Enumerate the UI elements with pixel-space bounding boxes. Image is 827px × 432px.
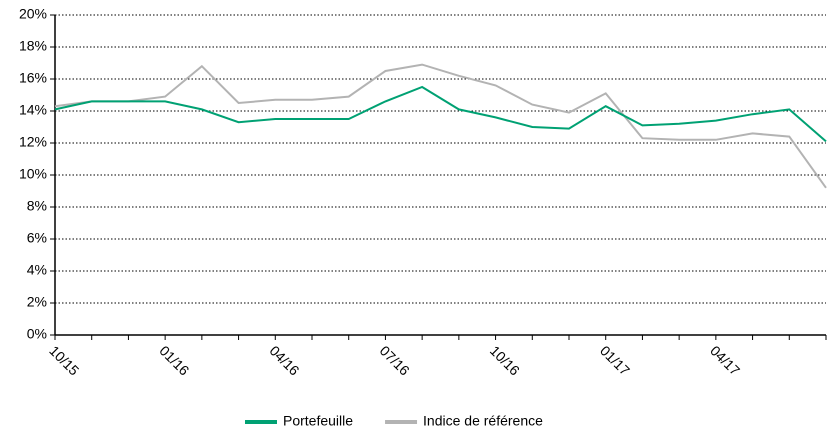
y-tick-label: 18% — [19, 38, 47, 54]
y-tick-label: 16% — [19, 70, 47, 86]
legend-label: Indice de référence — [423, 413, 543, 429]
y-tick-label: 10% — [19, 166, 47, 182]
y-tick-label: 6% — [27, 230, 47, 246]
y-tick-label: 4% — [27, 262, 47, 278]
x-tick-label: 01/17 — [597, 342, 633, 378]
x-tick-label: 10/16 — [487, 342, 523, 378]
y-tick-label: 20% — [19, 6, 47, 22]
x-tick-label: 04/16 — [267, 342, 303, 378]
x-tick-label: 01/16 — [156, 342, 192, 378]
x-tick-label: 04/17 — [707, 342, 743, 378]
y-tick-label: 14% — [19, 102, 47, 118]
series-line — [54, 63, 827, 189]
y-tick-label: 0% — [27, 326, 47, 342]
y-tick-label: 12% — [19, 134, 47, 150]
y-tick-label: 2% — [27, 294, 47, 310]
x-tick-label: 07/16 — [377, 342, 413, 378]
x-tick-label: 10/15 — [46, 342, 82, 378]
series-line — [54, 85, 827, 143]
legend-label: Portefeuille — [283, 413, 353, 429]
y-tick-label: 8% — [27, 198, 47, 214]
